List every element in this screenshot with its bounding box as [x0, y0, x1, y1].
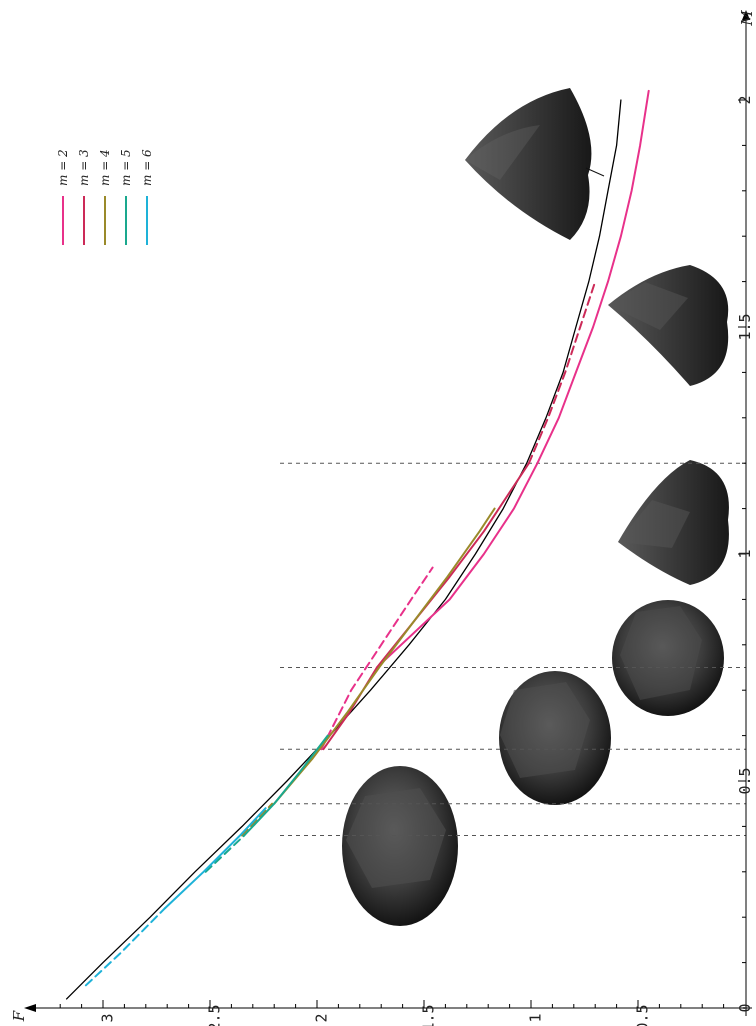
shape-insets [342, 88, 729, 926]
f-tick-label: 0.5 [634, 1004, 652, 1026]
legend-label: m = 6 [140, 149, 154, 186]
series-m6-dashed [84, 907, 167, 987]
vertical-markers [280, 462, 746, 836]
shape-3 [612, 600, 724, 716]
series-m6 [164, 807, 267, 910]
m-tick-label: 0 [736, 1003, 754, 1012]
f-axis-label: F [10, 1010, 28, 1022]
legend-label: m = 5 [119, 149, 133, 186]
shape-1 [342, 766, 458, 926]
series-m2-dashed [320, 566, 434, 751]
series-m4 [273, 507, 496, 805]
m-axis-label: M [738, 10, 756, 27]
reference-curve [65, 99, 622, 1000]
f-tick-label: 2 [313, 1013, 331, 1022]
shape-5 [608, 265, 729, 386]
legend-label: m = 4 [98, 149, 112, 186]
series-m5-dashed [204, 834, 246, 873]
shape-6 [465, 88, 592, 240]
f-tick-label: 1.5 [420, 1004, 438, 1026]
series-m2 [375, 89, 650, 669]
shape-2 [499, 671, 611, 805]
m-tick-label: 1.5 [736, 313, 754, 340]
series-m3-dashed [527, 280, 597, 465]
legend-label: m = 2 [56, 149, 70, 186]
shape-4 [618, 460, 729, 585]
m-tick-label: 0.5 [736, 767, 754, 794]
legend: m = 2 m = 3 m = 4 m = 5 m = 6 [56, 149, 154, 245]
legend-label: m = 3 [77, 149, 91, 186]
f-tick-label: 2.5 [206, 1004, 224, 1026]
axes: 0 0.5 1 1.5 2 M 0.5 1 1.5 2 2.5 3 F [10, 10, 756, 1026]
f-axis-arrow [24, 1004, 36, 1012]
f-tick-label: 1 [527, 1013, 545, 1022]
m-axis-arrow [742, 10, 750, 20]
shape-pointer [585, 167, 605, 177]
series-lines [65, 89, 650, 1000]
series-m4-dashed [241, 802, 274, 837]
f-tick-label: 3 [99, 1013, 117, 1022]
series-m5 [243, 734, 329, 837]
m-tick-label: 1 [736, 549, 754, 558]
m-tick-label: 2 [736, 95, 754, 104]
